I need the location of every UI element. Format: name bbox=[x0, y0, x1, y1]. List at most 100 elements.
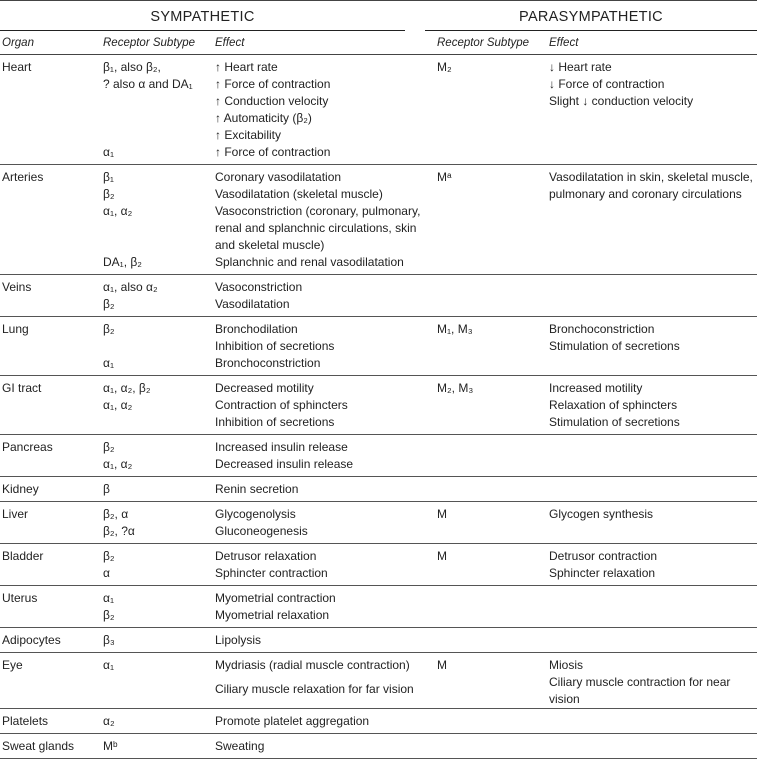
organ: Bladder bbox=[2, 549, 44, 563]
para-receptor-text: M₁, M₃ bbox=[437, 322, 473, 336]
effect: ↑ Excitability bbox=[215, 128, 282, 142]
organ: Uterus bbox=[2, 591, 38, 605]
effect: Myometrial contraction bbox=[215, 591, 336, 605]
entry-row: ↑ Excitability bbox=[0, 127, 757, 144]
entry-row: Sweat glands Mᵇ Sweating bbox=[0, 734, 757, 759]
para-effect: ↓ Heart rate ↓ Force of contraction Slight… bbox=[547, 55, 757, 165]
para-effect-text: ↓ Force of contraction bbox=[549, 77, 665, 91]
para-receptor bbox=[435, 628, 547, 653]
organ: Pancreas bbox=[2, 440, 53, 454]
para-receptor-text: M₂ bbox=[437, 60, 452, 74]
effect: Splanchnic and renal vasodilatation bbox=[215, 255, 404, 269]
organ: Sweat glands bbox=[2, 739, 75, 753]
para-receptor: M₂, M₃ bbox=[435, 376, 547, 435]
para-receptor bbox=[435, 275, 547, 317]
effect: Inhibition of secretions bbox=[215, 415, 335, 429]
effect: Lipolysis bbox=[215, 633, 262, 647]
para-effect: Increased motility Relaxation of sphincte… bbox=[547, 376, 757, 435]
organ-group: Kidney β Renin secretion bbox=[0, 477, 757, 502]
column-header: Effect bbox=[213, 33, 435, 55]
entry-row: β₂, ?α Gluconeogenesis bbox=[0, 523, 757, 544]
receptor bbox=[101, 110, 213, 127]
organ-group: GI tract α₁, α₂, β₂ Decreased motility M₂, … bbox=[0, 376, 757, 435]
para-effect-text: Glycogen synthesis bbox=[549, 507, 654, 521]
entry-row: α₁, α₂ Decreased insulin release bbox=[0, 456, 757, 477]
effect: Inhibition of secretions bbox=[215, 339, 335, 353]
header-band: SYMPATHETIC PARASYMPATHETIC bbox=[0, 0, 757, 32]
effect: Gluconeogenesis bbox=[215, 524, 308, 538]
receptor: β₂ bbox=[103, 549, 115, 563]
effect: ↑ Force of contraction bbox=[215, 77, 331, 91]
entry-row: β₂ Vasodilatation bbox=[0, 296, 757, 317]
entry-row: Ciliary muscle relaxation for far vision bbox=[0, 681, 757, 708]
receptor: β₂ bbox=[103, 297, 115, 311]
entry-row: ↑ Automaticity (β₂) bbox=[0, 110, 757, 127]
effect: ↑ Heart rate bbox=[215, 60, 278, 74]
receptor: β bbox=[103, 482, 110, 496]
organ-group: Arteries β₁ Coronary vasodilatation Mᵃ Vasod… bbox=[0, 165, 757, 275]
organ-group: Uterus α₁ Myometrial contraction β₂ Myometri… bbox=[0, 586, 757, 628]
effect: Vasoconstriction bbox=[215, 280, 303, 294]
para-effect-text: Ciliary muscle contraction for near visi… bbox=[549, 675, 731, 706]
para-effect: Glycogen synthesis bbox=[547, 502, 757, 544]
receptor: α₁ bbox=[103, 658, 114, 672]
organ-group: Platelets α₂ Promote platelet aggregation bbox=[0, 709, 757, 734]
receptor: β₁, also β₂, bbox=[103, 60, 161, 74]
para-receptor bbox=[435, 709, 547, 734]
para-receptor-text: M₂, M₃ bbox=[437, 381, 474, 395]
receptor: α₂ bbox=[103, 714, 115, 728]
receptor: β₂ bbox=[103, 608, 115, 622]
receptor: α₁, α₂ bbox=[103, 457, 133, 471]
receptor-table: Organ Receptor Subtype Effect Receptor S… bbox=[0, 33, 757, 759]
entry-row: Kidney β Renin secretion bbox=[0, 477, 757, 502]
para-receptor bbox=[435, 734, 547, 759]
receptor: α bbox=[103, 566, 110, 580]
receptor: α₁ bbox=[103, 356, 114, 370]
effect: ↑ Force of contraction bbox=[215, 145, 331, 159]
receptor: Mᵇ bbox=[103, 739, 118, 753]
para-effect-text: Bronchoconstriction bbox=[549, 322, 655, 336]
entry-row: Heart β₁, also β₂, ↑ Heart rate M₂ ↓ Heart r… bbox=[0, 55, 757, 108]
organ: Heart bbox=[2, 60, 32, 74]
effect: Increased insulin release bbox=[215, 440, 348, 454]
effect: Promote platelet aggregation bbox=[215, 714, 370, 728]
organ-group: Adipocytes β₃ Lipolysis bbox=[0, 628, 757, 653]
para-effect-text: Detrusor contraction bbox=[549, 549, 658, 563]
receptor bbox=[101, 127, 213, 144]
organ-group: Veins α₁, also α₂ Vasoconstriction β₂ Vasodi… bbox=[0, 275, 757, 317]
para-effect: Miosis Ciliary muscle contraction for nea… bbox=[547, 653, 757, 709]
effect: Sweating bbox=[215, 739, 265, 753]
para-effect bbox=[547, 734, 757, 759]
entry-row: α Sphincter contraction bbox=[0, 565, 757, 586]
entry-row: ? also α and DA₁ ↑ Force of contraction bbox=[0, 76, 757, 93]
organ: Adipocytes bbox=[2, 633, 61, 647]
effect: Coronary vasodilatation bbox=[215, 170, 342, 184]
entry-row: Eye α₁ Mydriasis (radial muscle contractio… bbox=[0, 653, 757, 706]
para-effect bbox=[547, 275, 757, 317]
para-effect: Bronchoconstriction Stimulation of secret… bbox=[547, 317, 757, 376]
effect: Glycogenolysis bbox=[215, 507, 296, 521]
section-title: SYMPATHETIC bbox=[0, 9, 405, 31]
para-receptor: M₂ bbox=[435, 55, 547, 165]
receptor: α₁, α₂ bbox=[103, 204, 133, 218]
receptor: β₂, ?α bbox=[103, 524, 135, 538]
organ: Arteries bbox=[2, 170, 44, 184]
para-receptor bbox=[435, 586, 547, 628]
para-receptor-text: M bbox=[437, 658, 447, 672]
entry-row: α₁ Bronchoconstriction bbox=[0, 355, 757, 376]
effect: Detrusor relaxation bbox=[215, 549, 317, 563]
entry-row: β₂ Vasodilatation (skeletal muscle) bbox=[0, 186, 757, 203]
effect: Sphincter contraction bbox=[215, 566, 328, 580]
organ: Platelets bbox=[2, 714, 49, 728]
column-header: Organ bbox=[0, 33, 101, 55]
para-effect-text: Sphincter relaxation bbox=[549, 566, 656, 580]
para-receptor: M bbox=[435, 544, 547, 586]
entry-row: Adipocytes β₃ Lipolysis bbox=[0, 628, 757, 653]
para-receptor: M₁, M₃ bbox=[435, 317, 547, 376]
organ: Kidney bbox=[2, 482, 39, 496]
effect: Contraction of sphincters bbox=[215, 398, 348, 412]
receptor: β₂ bbox=[103, 187, 115, 201]
column-header: Receptor Subtype bbox=[435, 33, 547, 55]
entry-row: Arteries β₁ Coronary vasodilatation Mᵃ Vasod… bbox=[0, 165, 757, 201]
entry-row: Bladder β₂ Detrusor relaxation M Detrusor co… bbox=[0, 544, 757, 580]
